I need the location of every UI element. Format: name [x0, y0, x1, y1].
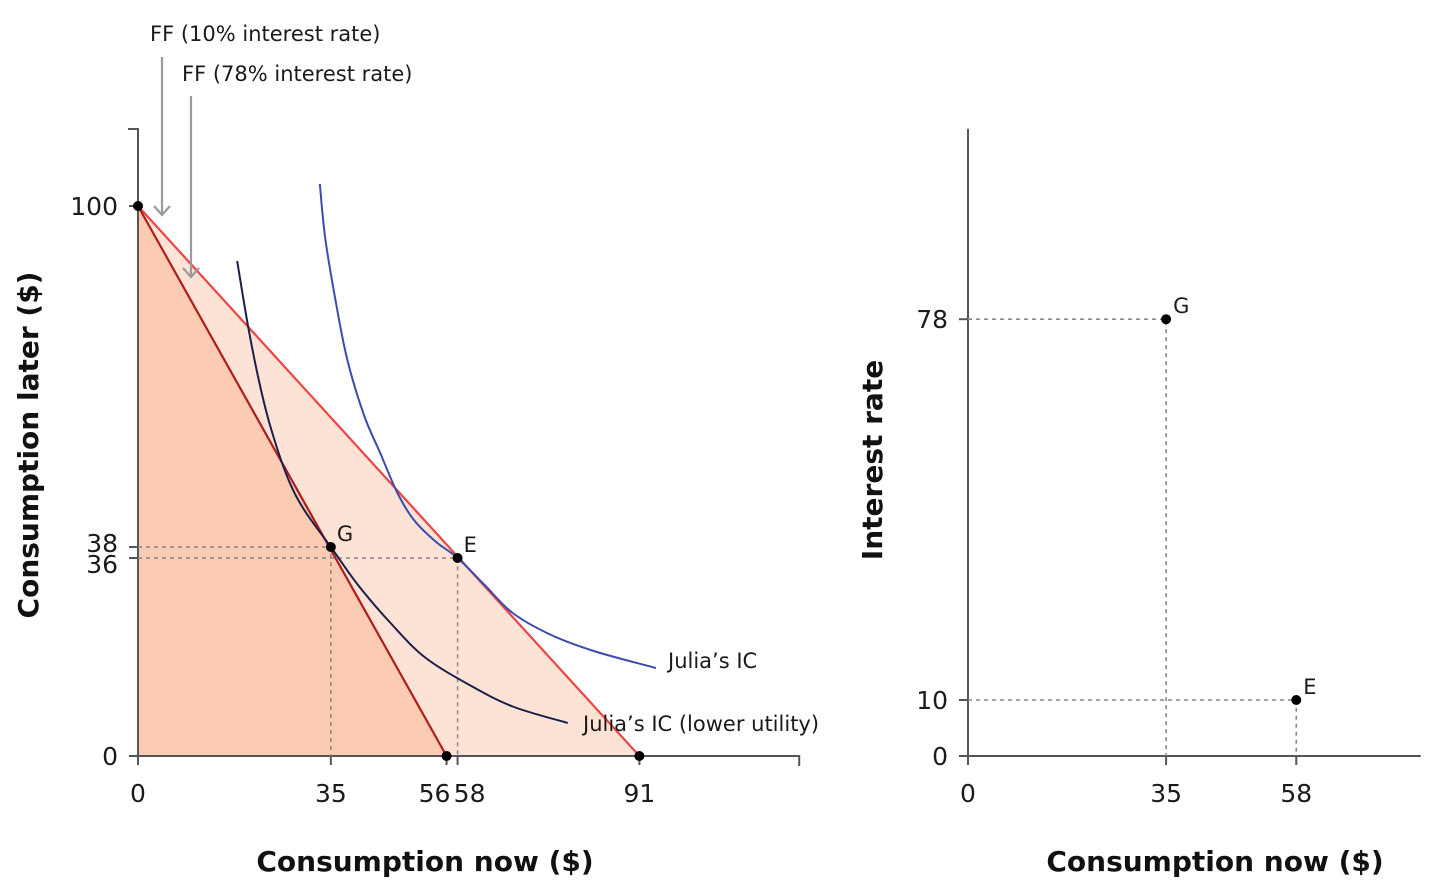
annotation-arrowhead-1 [182, 267, 200, 279]
point-label-E: E [1303, 675, 1316, 699]
y-tick-label: 100 [70, 192, 118, 221]
point-G [325, 542, 336, 552]
annotation-arrowhead-0 [153, 205, 171, 217]
y-tick-label: 0 [932, 742, 948, 771]
point-label-G: G [1173, 294, 1189, 318]
x-tick-label: 56 [419, 779, 451, 808]
guide-line-E [968, 699, 1298, 756]
x-axis-title: Consumption now ($) [256, 845, 593, 878]
x-tick-label: 58 [1280, 779, 1312, 808]
y-tick-label: 10 [916, 686, 948, 715]
x-tick-label: 0 [130, 779, 146, 808]
budget-line-10pct [137, 205, 641, 757]
budget-line-78pct [137, 205, 448, 757]
point [441, 751, 452, 761]
point-label-E: E [464, 533, 477, 557]
y-axis-title: Consumption later ($) [12, 272, 45, 619]
y-tick-label: 36 [86, 550, 118, 579]
point-E [452, 553, 463, 563]
indifference-curve-julia [318, 183, 657, 669]
point [634, 751, 645, 761]
annotation-ff-10: FF (10% interest rate) [150, 22, 380, 46]
point-G [1161, 314, 1172, 325]
point-E [1291, 695, 1302, 705]
point-label-G: G [337, 522, 353, 546]
annotation-julia-ic-lower: Julia’s IC (lower utility) [581, 712, 819, 736]
y-tick-label: 0 [102, 742, 118, 771]
x-tick-label: 35 [315, 779, 347, 808]
point [133, 201, 143, 211]
guide-line-E [138, 557, 459, 756]
y-tick-label: 38 [86, 529, 118, 558]
x-tick-label: 35 [1150, 779, 1182, 808]
x-tick-label: 0 [960, 779, 976, 808]
axes [967, 128, 1421, 757]
y-axis-title: Interest rate [856, 360, 889, 560]
x-axis-title: Consumption now ($) [1046, 845, 1383, 878]
guide-line-G [968, 318, 1167, 756]
right-chart: 0 35 58 0 10 78 G E Consumption now ($) Interest … [856, 128, 1421, 878]
y-tick-label: 78 [916, 305, 948, 334]
x-tick-label: 91 [624, 779, 656, 808]
annotation-ff-78: FF (78% interest rate) [182, 62, 412, 86]
x-tick-label: 58 [454, 779, 486, 808]
annotation-julia-ic: Julia’s IC [666, 649, 757, 673]
